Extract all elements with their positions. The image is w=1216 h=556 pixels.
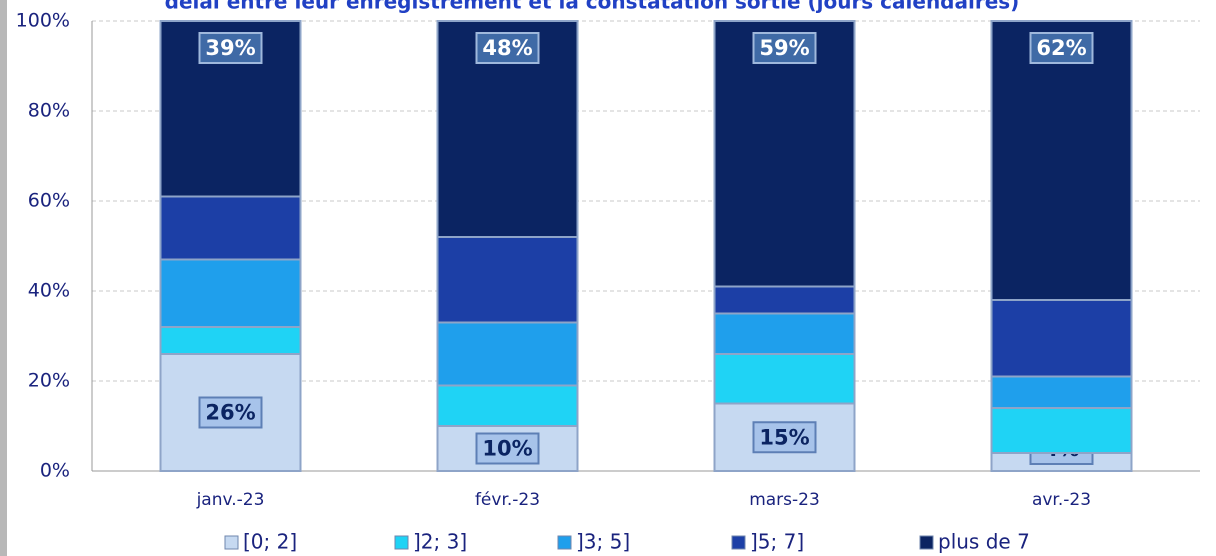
- value-label: 15%: [759, 425, 809, 449]
- legend-swatch: [394, 535, 409, 550]
- legend-label: ]5; 7]: [750, 530, 804, 554]
- left-edge: [0, 0, 7, 556]
- value-label-box: [198, 396, 263, 429]
- x-tick-label: févr.-23: [475, 490, 540, 510]
- y-tick-label: 20%: [28, 370, 70, 392]
- bar-segment: [436, 236, 579, 324]
- bar-segment: [990, 375, 1133, 409]
- legend-label: [0; 2]: [243, 530, 297, 554]
- value-label: 10%: [482, 437, 532, 461]
- value-label: 39%: [205, 36, 255, 60]
- value-label: 62%: [1036, 36, 1086, 60]
- value-label-box: [198, 32, 263, 64]
- legend-swatch: [557, 535, 572, 550]
- legend-swatch: [731, 535, 746, 550]
- bar-segment: [436, 384, 579, 427]
- x-tick-label: avr.-23: [1032, 490, 1091, 510]
- y-tick-label: 40%: [28, 280, 70, 302]
- bar-segment: [436, 321, 579, 387]
- legend-swatch: [919, 535, 934, 550]
- bar-segment: [990, 407, 1133, 454]
- y-tick-label: 60%: [28, 190, 70, 212]
- bar-segment: [159, 326, 302, 355]
- x-tick-label: mars-23: [749, 490, 820, 510]
- bar-segment: [159, 353, 302, 472]
- value-label-box: [475, 432, 540, 465]
- bar-segment: [990, 20, 1133, 301]
- x-tick-label: janv.-23: [196, 490, 265, 510]
- bar-segment: [159, 258, 302, 328]
- legend-label: plus de 7: [938, 530, 1030, 554]
- bar-segment: [713, 20, 856, 288]
- value-label-box: [752, 32, 817, 64]
- bar-segment: [713, 353, 856, 405]
- value-label: 26%: [205, 401, 255, 425]
- value-label: 59%: [759, 36, 809, 60]
- value-label-box: [475, 32, 540, 64]
- y-tick-label: 80%: [28, 100, 70, 122]
- bar-segment: [713, 312, 856, 355]
- value-label-box: [752, 421, 817, 454]
- legend-label: ]2; 3]: [413, 530, 467, 554]
- chart-title: délai entre leur enregistrement et la co…: [165, 0, 1020, 14]
- y-tick-label: 100%: [16, 10, 70, 32]
- bar-segment: [713, 285, 856, 315]
- value-label: 48%: [482, 36, 532, 60]
- bar-segment: [990, 299, 1133, 378]
- legend-label: ]3; 5]: [576, 530, 630, 554]
- y-tick-label: 0%: [40, 460, 70, 482]
- value-label-box: [1029, 32, 1094, 64]
- legend-swatch: [224, 535, 239, 550]
- bar-segment: [159, 195, 302, 261]
